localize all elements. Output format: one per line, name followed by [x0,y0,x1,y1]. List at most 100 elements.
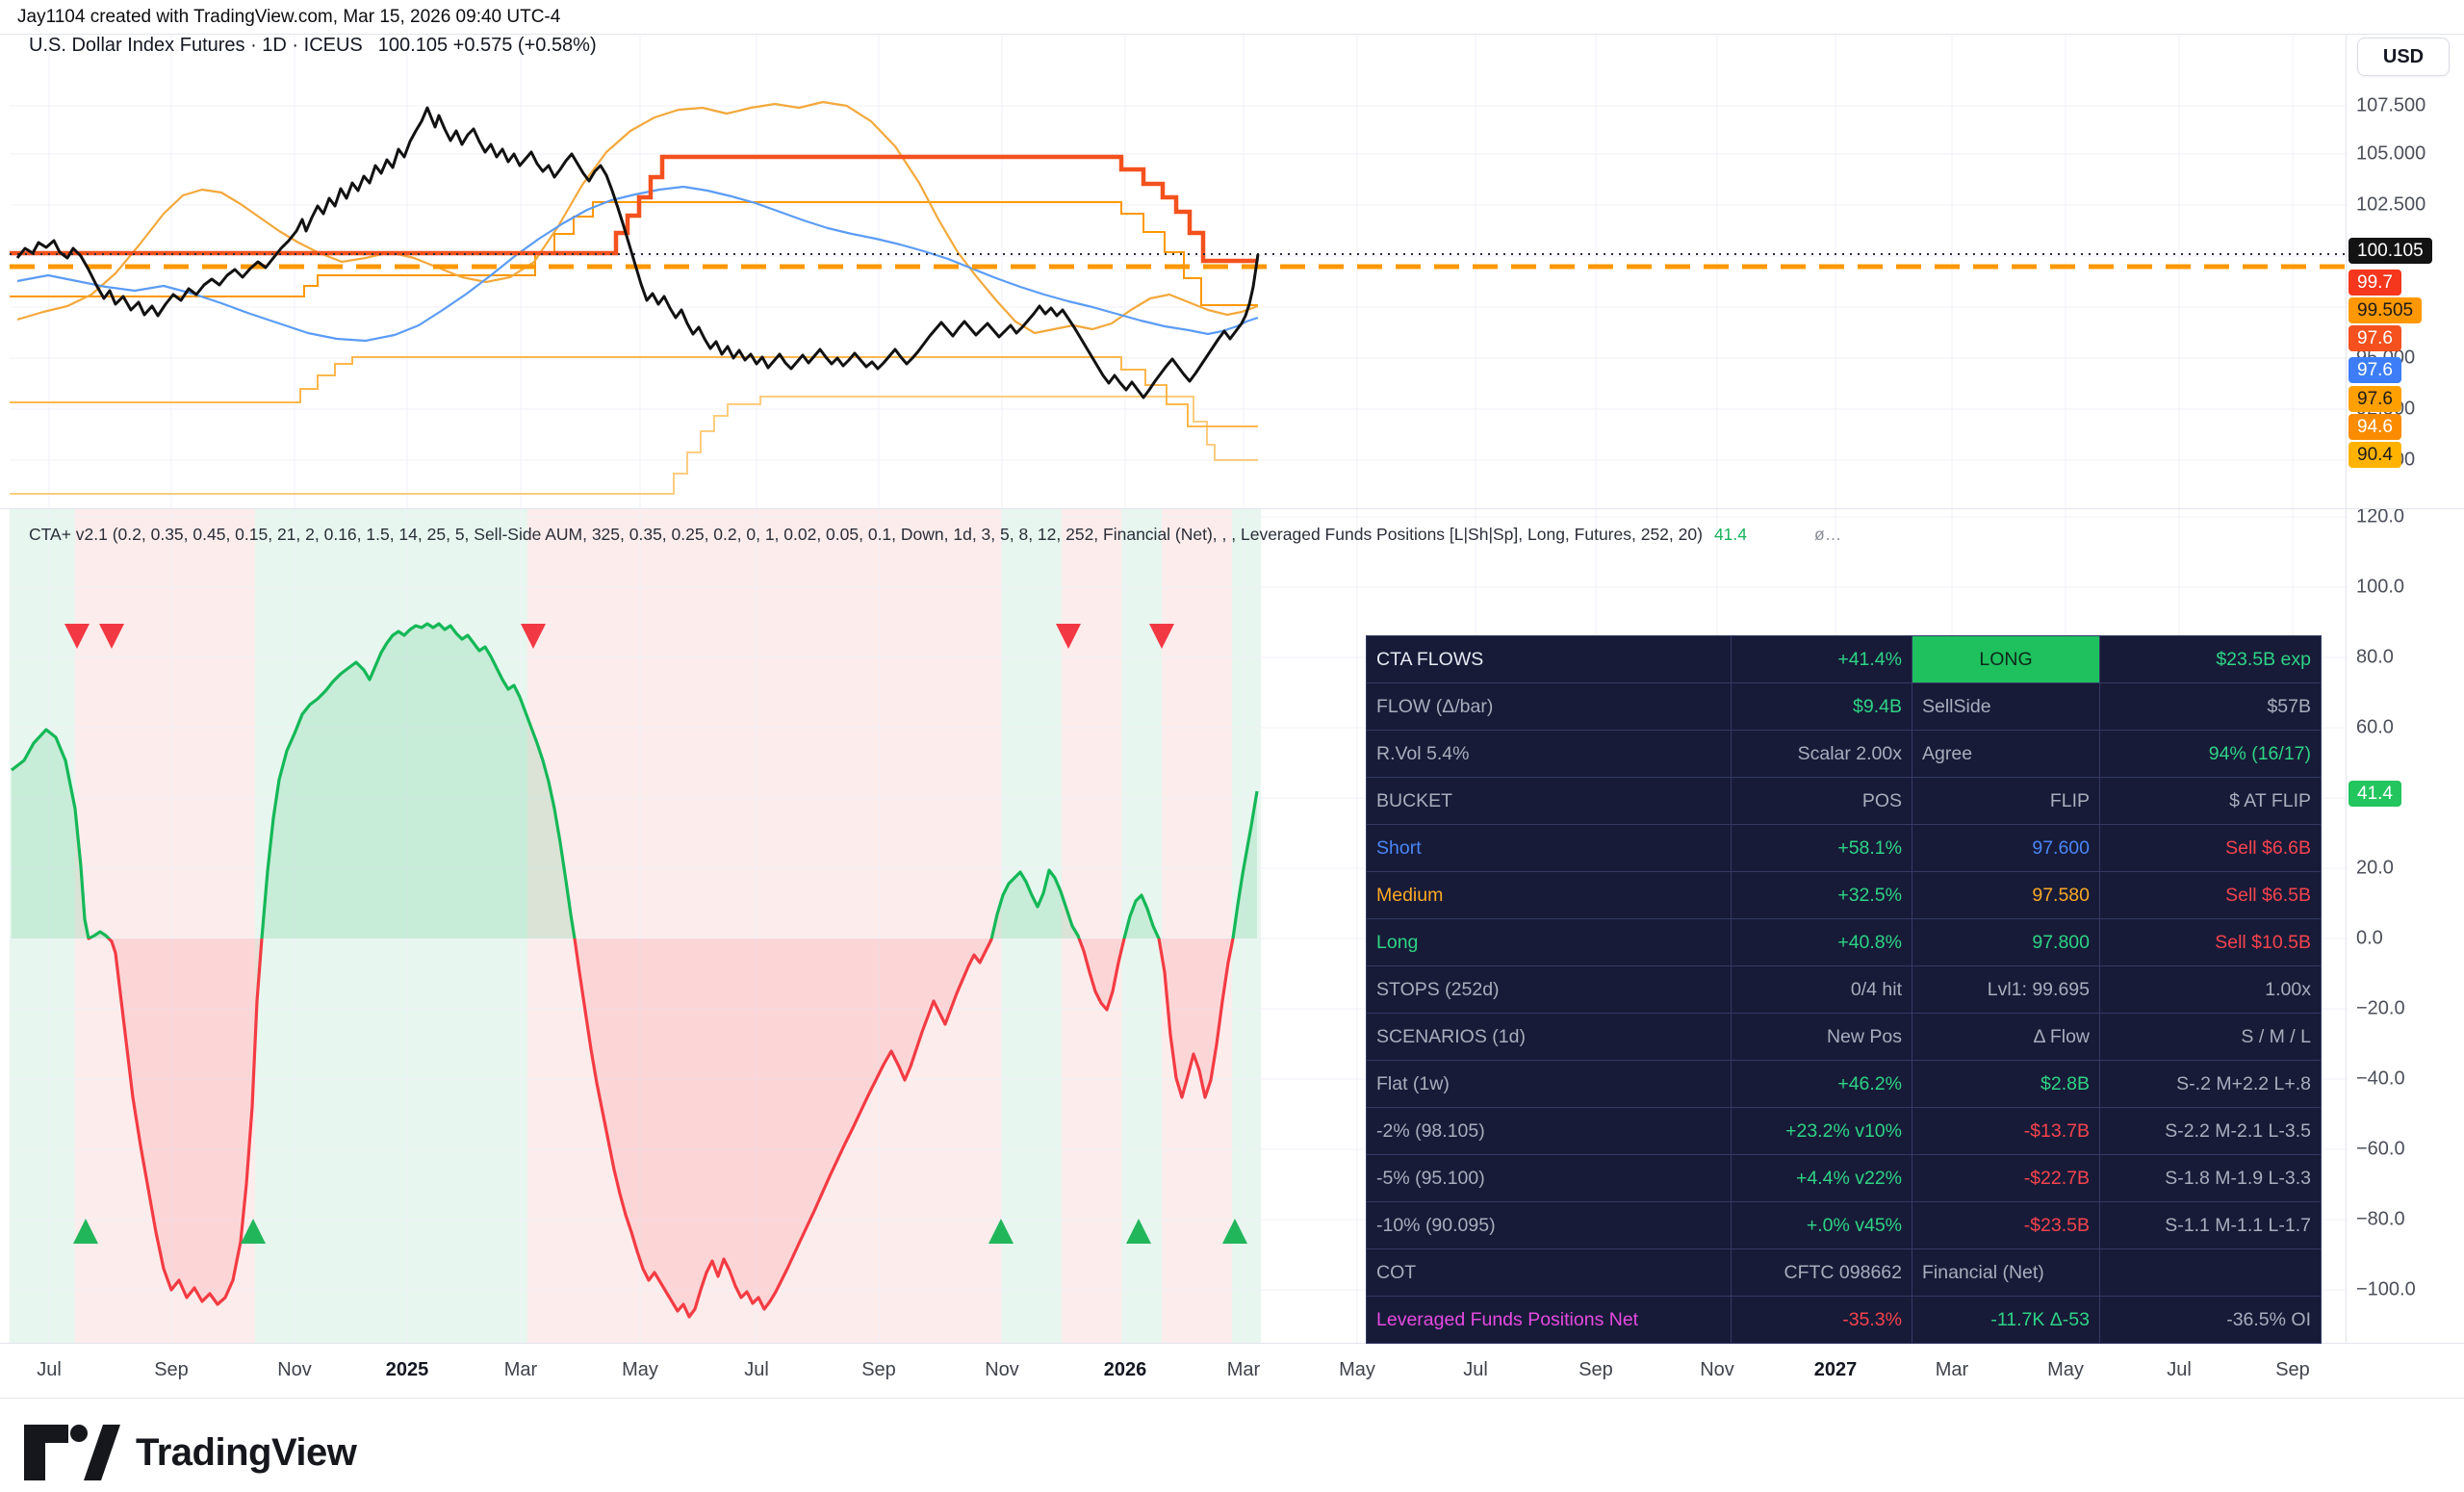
table-cell: SCENARIOS (1d) [1367,1014,1731,1060]
table-cell: Financial (Net) [1912,1249,2099,1296]
price-axis-label: 80.0 [2356,646,2394,668]
table-cell: 97.580 [1912,872,2099,918]
table-cell: 0/4 hit [1732,966,1912,1013]
symbol-title[interactable]: U.S. Dollar Index Futures · 1D · ICEUS 10… [29,35,597,57]
cta-flows-table: CTA FLOWS +41.4% LONG $23.5B exp FLOW (Δ/bar… [1366,635,2322,1344]
time-axis-label: 2025 [385,1359,429,1380]
symbol-name[interactable]: U.S. Dollar Index Futures · 1D · ICEUS [29,35,363,56]
table-cell: +40.8% [1732,919,1912,965]
table-cell: Lvl1: 99.695 [1912,966,2099,1013]
price-badge: 97.6 [2348,357,2401,383]
table-cell: SellSide [1912,683,2099,730]
time-axis-label: Nov [277,1359,312,1380]
table-cell: Short [1367,825,1731,871]
table-cell: R.Vol 5.4% [1367,731,1731,777]
table-cell: POS [1732,778,1912,824]
table-cell: Scalar 2.00x [1732,731,1912,777]
time-axis-label: May [622,1359,658,1380]
header-divider [0,34,2464,35]
indicator-name[interactable]: CTA+ v2.1 (0.2, 0.35, 0.45, 0.15, 21, 2,… [29,525,1703,544]
time-axis-label: 2027 [1813,1359,1858,1380]
table-cell: 94% (16/17) [2100,731,2321,777]
table-cell: STOPS (252d) [1367,966,1731,1013]
table-cell: New Pos [1732,1014,1912,1060]
time-axis-label: Nov [985,1359,1019,1380]
gold-ma-line [16,100,1259,335]
buy-signal-triangle [1126,1219,1151,1244]
table-cell: S / M / L [2100,1014,2321,1060]
time-axis-divider [0,1343,2464,1344]
time-axis-label: Jul [1463,1359,1488,1380]
table-cell: Sell $6.5B [2100,872,2321,918]
price-axis-label: 105.000 [2356,142,2426,165]
time-axis-label: Mar [1935,1359,1969,1380]
tradingview-logo[interactable]: TradingView [24,1423,357,1482]
table-cell: $9.4B [1732,683,1912,730]
buy-signal-triangle [988,1219,1014,1244]
price-axis-label: 120.0 [2356,505,2405,527]
sell-signal-triangle [64,624,90,649]
price-axis-label: 0.0 [2356,927,2383,949]
price-axis-label: 60.0 [2356,716,2394,738]
time-axis-label: May [1339,1359,1375,1380]
table-cell: -2% (98.105) [1367,1108,1731,1154]
regime-band [10,508,75,1343]
table-cell: S-.2 M+2.2 L+.8 [2100,1061,2321,1107]
table-cell: Medium [1367,872,1731,918]
regime-band [75,508,255,1343]
table-cell: BUCKET [1367,778,1731,824]
time-axis-label: Sep [154,1359,189,1380]
blue-ma-line [16,185,1259,343]
table-cell: Leveraged Funds Positions Net [1367,1297,1731,1343]
price-badge: 99.7 [2348,270,2401,296]
sell-signal-triangle [1056,624,1081,649]
table-cell-position-badge: LONG [1912,636,2099,682]
time-axis-label: Sep [861,1359,896,1380]
price-axis-label: −40.0 [2356,1068,2405,1090]
table-cell: FLIP [1912,778,2099,824]
price-axis-label: −20.0 [2356,997,2405,1019]
indicator-ellipsis: ø… [1814,525,1842,544]
time-axis-label: Jul [2167,1359,2192,1380]
time-axis-bottom-divider [0,1398,2464,1399]
indicator-title[interactable]: CTA+ v2.1 (0.2, 0.35, 0.45, 0.15, 21, 2,… [29,525,1841,545]
regime-band [1162,508,1232,1343]
cta-medium-line [10,201,1258,306]
price-axis-label: −100.0 [2356,1278,2416,1300]
table-cell: CTA FLOWS [1367,636,1731,682]
regime-band [1001,508,1062,1343]
table-cell: S-1.1 M-1.1 L-1.7 [2100,1202,2321,1248]
table-cell: 97.800 [1912,919,2099,965]
sell-signal-triangle [521,624,546,649]
buy-signal-triangle [1222,1219,1247,1244]
table-cell: 97.600 [1912,825,2099,871]
price-axis-divider[interactable] [2346,34,2347,1398]
currency-button[interactable]: USD [2357,38,2450,76]
table-cell: +.0% v45% [1732,1202,1912,1248]
buy-signal-triangle [241,1219,266,1244]
table-cell: Flat (1w) [1367,1061,1731,1107]
tradingview-logo-text: TradingView [136,1430,357,1474]
price-axis-label: −80.0 [2356,1208,2405,1230]
panel-divider[interactable] [0,508,2464,509]
table-cell: 1.00x [2100,966,2321,1013]
table-cell: S-1.8 M-1.9 L-3.3 [2100,1155,2321,1201]
table-cell: +58.1% [1732,825,1912,871]
creator-line: Jay1104 created with TradingView.com, Ma… [17,7,561,27]
table-cell: S-2.2 M-2.1 L-3.5 [2100,1108,2321,1154]
table-cell [2100,1249,2321,1296]
table-cell: CFTC 098662 [1732,1249,1912,1296]
price-line [15,106,1260,399]
table-cell: +4.4% v22% [1732,1155,1912,1201]
table-cell: +46.2% [1732,1061,1912,1107]
table-cell: COT [1367,1249,1731,1296]
buy-signal-triangle [73,1219,98,1244]
table-cell: Long [1367,919,1731,965]
table-cell: Sell $10.5B [2100,919,2321,965]
time-axis-label: Sep [1578,1359,1613,1380]
table-cell: +41.4% [1732,636,1912,682]
time-axis[interactable]: Jul Sep Nov 2025 Mar May Jul Sep Nov 2026 Mar May Ju… [0,1344,2464,1398]
cta-stop-line [10,154,1258,264]
